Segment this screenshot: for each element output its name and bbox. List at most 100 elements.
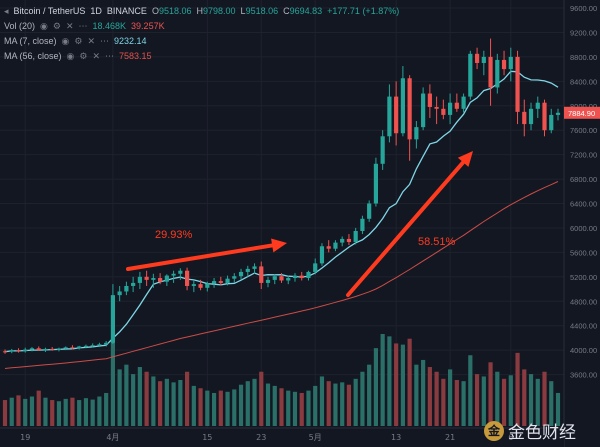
volume-bar	[104, 392, 109, 426]
candle	[198, 279, 203, 291]
close-icon[interactable]: ✕	[87, 36, 95, 46]
candle	[515, 50, 520, 125]
more-icon[interactable]: ⋯	[105, 51, 115, 61]
candle	[245, 265, 250, 277]
close-icon[interactable]: ✕	[65, 21, 74, 31]
candle-body	[131, 282, 136, 286]
candle	[117, 285, 122, 302]
trend-arrow-2	[346, 151, 473, 297]
gear-icon[interactable]: ⚙	[52, 21, 61, 31]
candle-body	[137, 276, 142, 283]
price-tick-label: 4800.00	[570, 297, 597, 306]
candle	[394, 81, 399, 146]
candle	[2, 349, 8, 354]
candle	[16, 348, 21, 353]
volume-bar	[77, 400, 82, 426]
candle-body	[313, 263, 318, 272]
volume-bar	[292, 391, 298, 426]
volume-bar	[555, 392, 561, 426]
volume-bar	[448, 369, 453, 426]
candle	[265, 276, 271, 288]
volume-bar	[70, 397, 75, 426]
gear-icon[interactable]: ⚙	[74, 36, 83, 46]
volume-bar	[252, 378, 257, 426]
volume-bar	[495, 371, 500, 426]
candle	[83, 344, 89, 349]
volume-bar	[353, 378, 358, 426]
volume-bar	[474, 374, 480, 426]
volume-bar	[16, 395, 21, 426]
candle-body	[279, 276, 284, 281]
exchange-label: BINANCE	[106, 6, 147, 16]
volume-bar	[299, 392, 304, 426]
candle	[178, 268, 183, 280]
candle	[367, 200, 372, 222]
candle-body	[522, 111, 527, 125]
candle-body	[97, 344, 102, 346]
candle	[205, 281, 210, 292]
arrow-head	[271, 238, 287, 253]
volume-bar	[131, 374, 136, 426]
candle	[299, 271, 304, 281]
candle	[225, 275, 230, 286]
candle	[63, 346, 68, 351]
more-icon[interactable]: ⋯	[78, 21, 88, 31]
candle-body	[151, 278, 156, 280]
candle-body	[528, 108, 534, 125]
time-tick-label: 5月	[309, 433, 322, 442]
price-tick-label: 9600.00	[570, 4, 597, 13]
volume-legend-row[interactable]: Vol (20) ◉ ⚙ ✕ ⋯ 18.468K 39.257K	[4, 19, 399, 34]
candle-body	[23, 349, 28, 352]
volume-bar	[434, 371, 439, 426]
volume-bar	[232, 389, 237, 426]
chart-legend: ◂ Bitcoin / TetherUS 1D BINANCE O9518.06…	[4, 4, 399, 64]
ma56-value: 7583.15	[119, 51, 152, 61]
candle-body	[340, 238, 345, 243]
time-tick-label: 13	[391, 433, 401, 442]
candle-body	[265, 279, 271, 283]
volume-bar	[468, 355, 473, 426]
gear-icon[interactable]: ⚙	[79, 51, 88, 61]
close-icon[interactable]: ✕	[92, 51, 101, 61]
more-icon[interactable]: ⋯	[100, 36, 109, 46]
price-tick-label: 6000.00	[570, 224, 597, 233]
eye-icon[interactable]: ◉	[40, 21, 48, 31]
candle-body	[83, 345, 89, 347]
candle	[36, 346, 41, 351]
candle	[238, 268, 244, 280]
arrow-shaft	[126, 243, 275, 271]
time-tick-label: 19	[20, 433, 30, 442]
eye-icon[interactable]: ◉	[61, 36, 70, 46]
candles	[2, 38, 561, 354]
candle-body	[326, 246, 331, 249]
candle	[90, 343, 95, 348]
volume-bar	[158, 381, 163, 426]
candle	[292, 273, 298, 282]
candle	[461, 93, 466, 113]
candle	[151, 273, 156, 288]
candle-body	[70, 347, 75, 349]
candle-body	[245, 268, 250, 272]
eye-icon[interactable]: ◉	[66, 51, 75, 61]
time-tick-label: 6	[508, 433, 513, 442]
candle-body	[36, 348, 41, 351]
ma56-legend-row[interactable]: MA (56, close) ◉ ⚙ ✕ ⋯ 7583.15	[4, 49, 399, 64]
volume-bar	[360, 371, 365, 426]
price-tick-label: 5200.00	[570, 273, 597, 282]
ma7-legend-row[interactable]: MA (7, close) ◉ ⚙ ✕ ⋯ 9232.14	[4, 34, 399, 49]
candle	[353, 227, 358, 245]
candle-body	[414, 127, 419, 140]
candle-body	[441, 108, 446, 115]
volume-bar	[380, 334, 385, 426]
symbol-name[interactable]: Bitcoin / TetherUS	[13, 6, 86, 16]
interval-label[interactable]: 1D	[90, 6, 102, 16]
candle-body	[158, 278, 163, 282]
candle	[454, 93, 459, 112]
collapse-icon[interactable]: ◂	[4, 6, 9, 16]
candle	[29, 347, 35, 352]
candle	[542, 99, 547, 137]
volume-bar	[421, 359, 426, 426]
volume-bar	[211, 392, 217, 426]
